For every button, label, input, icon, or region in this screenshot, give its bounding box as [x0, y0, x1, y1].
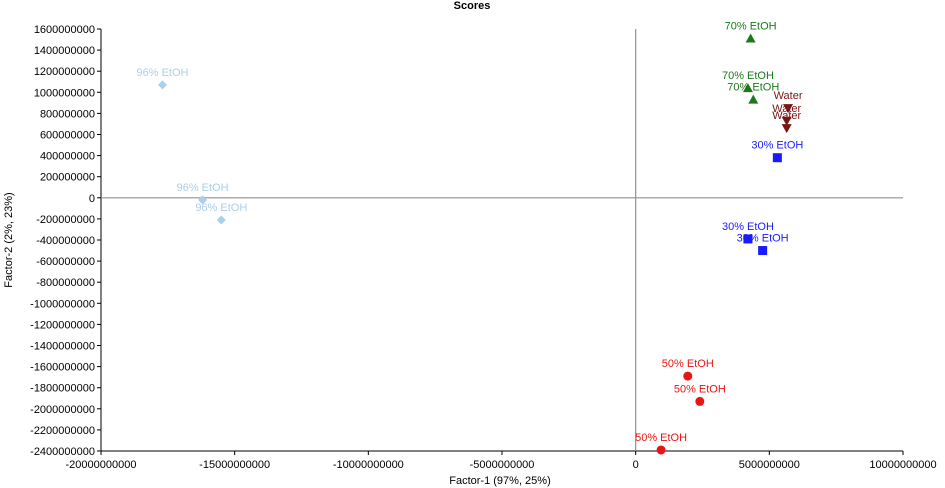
point-label: Water: [774, 90, 803, 102]
x-tick-label: -10000000000: [333, 459, 404, 471]
y-tick-label: 1400000000: [34, 45, 95, 57]
data-point: [758, 246, 768, 256]
data-point: [772, 153, 782, 163]
y-tick-label: -1600000000: [30, 362, 95, 374]
data-point: [781, 116, 792, 126]
x-axis-title: Factor-1 (97%, 25%): [449, 475, 550, 487]
data-point: [783, 104, 794, 114]
data-point: [781, 124, 792, 134]
y-tick-label: 800000000: [40, 108, 95, 120]
point-label: 96% EtOH: [137, 67, 189, 79]
x-tick-label: 10000000000: [869, 459, 936, 471]
tick-labels: 1600000000 1400000000 1200000000 1000000000…: [30, 24, 936, 471]
y-tick-label: -600000000: [36, 256, 95, 268]
data-point: [216, 215, 226, 225]
y-tick-label: 400000000: [40, 151, 95, 163]
data-point: [743, 234, 753, 244]
point-label: 70% EtOH: [725, 20, 777, 32]
point-label: 96% EtOH: [177, 182, 229, 194]
point-label: 70% EtOH: [727, 82, 779, 94]
data-point: [748, 94, 759, 104]
y-tick-label: 600000000: [40, 130, 95, 142]
point-label: 70% EtOH: [722, 70, 774, 82]
data-point: [695, 396, 705, 406]
y-tick-label: -200000000: [36, 214, 95, 226]
point-label: 96% EtOH: [195, 202, 247, 214]
data-points: [157, 33, 794, 455]
y-tick-label: 1600000000: [34, 24, 95, 36]
y-tick-label: -2400000000: [30, 446, 95, 458]
y-tick-label: 200000000: [40, 172, 95, 184]
chart-title: Scores: [454, 0, 491, 12]
point-label: 50% EtOH: [635, 432, 687, 444]
y-tick-label: 1000000000: [34, 87, 95, 99]
x-tick-label: -5000000000: [470, 459, 535, 471]
x-tick-label: 5000000000: [739, 459, 800, 471]
point-label: 30% EtOH: [751, 140, 803, 152]
y-tick-label: -2000000000: [30, 404, 95, 416]
data-point: [745, 33, 756, 43]
data-point: [683, 371, 693, 381]
data-point: [742, 83, 753, 93]
point-label: 30% EtOH: [722, 221, 774, 233]
point-label: Water: [772, 110, 801, 122]
point-label: 50% EtOH: [662, 358, 714, 370]
x-tick-label: 0: [633, 459, 639, 471]
y-axis-title: Factor-2 (2%, 23%): [3, 192, 15, 287]
y-tick-label: -1200000000: [30, 319, 95, 331]
y-tick-label: -400000000: [36, 235, 95, 247]
y-tick-label: -800000000: [36, 277, 95, 289]
y-tick-label: 1200000000: [34, 66, 95, 78]
x-tick-label: -20000000000: [66, 459, 137, 471]
data-point: [198, 195, 208, 205]
data-point: [157, 80, 167, 90]
y-tick-label: 0: [89, 193, 95, 205]
y-tick-label: -1400000000: [30, 341, 95, 353]
point-label: 30% EtOH: [737, 233, 789, 245]
x-tick-label: -15000000000: [199, 459, 270, 471]
data-point: [656, 445, 666, 455]
y-tick-label: -1000000000: [30, 298, 95, 310]
y-tick-label: -2200000000: [30, 425, 95, 437]
point-label: Water: [772, 103, 801, 115]
y-tick-label: -1800000000: [30, 383, 95, 395]
point-label: 50% EtOH: [674, 383, 726, 395]
